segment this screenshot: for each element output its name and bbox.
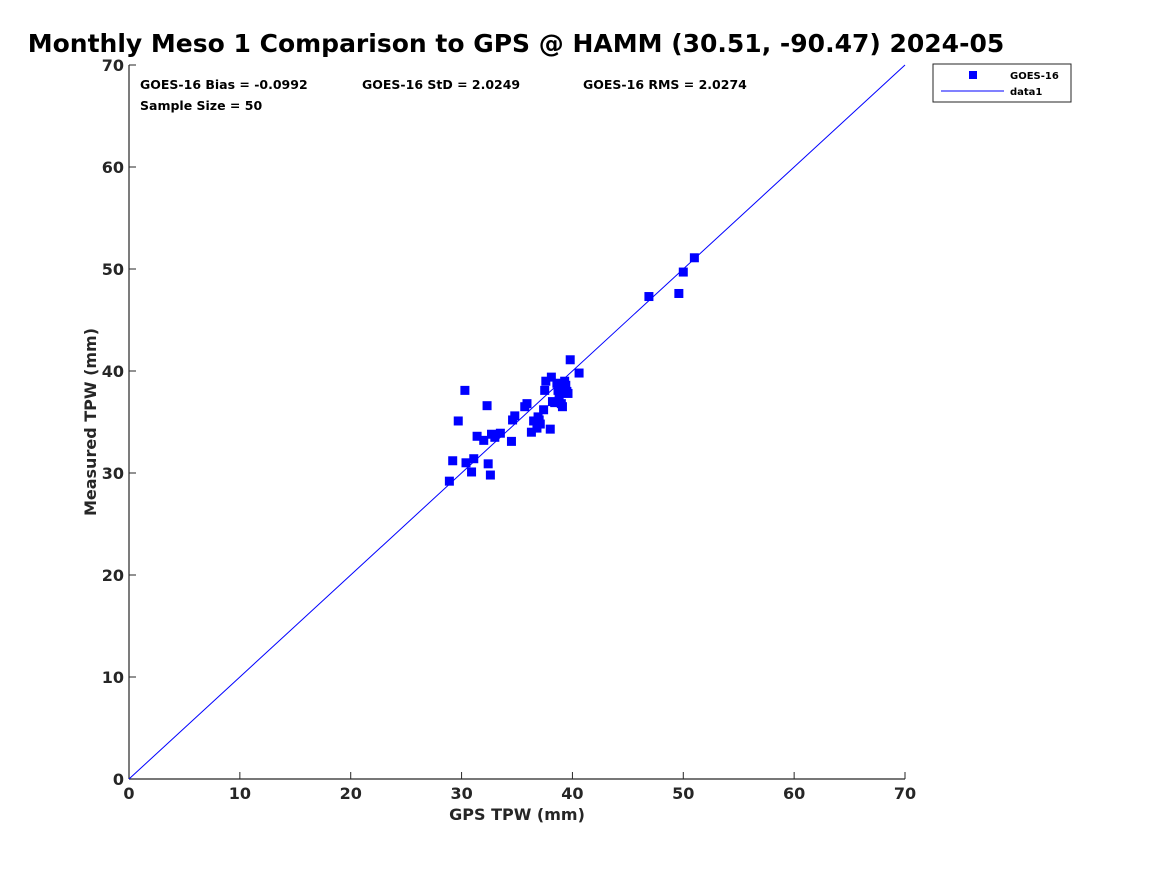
data-point [453,416,463,426]
x-tick-label: 30 [450,784,472,803]
y-axis-label: Measured TPW (mm) [81,328,100,516]
data-point [448,456,458,466]
data-point [545,424,555,434]
y-tick-label: 10 [102,668,124,687]
data-point [485,470,495,480]
data-point [534,415,544,425]
data-point [574,368,584,378]
data-point [444,476,454,486]
stat-std: GOES-16 StD = 2.0249 [362,77,520,92]
data-point [460,385,470,395]
stat-bias: GOES-16 Bias = -0.0992 [140,77,308,92]
y-tick-label: 40 [102,362,124,381]
x-tick-label: 20 [340,784,362,803]
data-point [540,385,550,395]
x-tick-label: 0 [123,784,134,803]
data-point [674,288,684,298]
data-point [526,427,536,437]
legend-label-goes16: GOES-16 [1010,71,1059,82]
data-point [546,372,556,382]
data-point [479,435,489,445]
legend: GOES-16 data1 [932,63,1072,103]
data-point [469,454,479,464]
data-point [461,458,471,468]
y-tick-label: 30 [102,464,124,483]
y-tick-label: 60 [102,158,124,177]
data-point [490,432,500,442]
data-point [522,399,532,409]
data-point [550,398,560,408]
series-layer [128,64,906,780]
y-tick-label: 50 [102,260,124,279]
data-point [510,411,520,421]
stat-rms: GOES-16 RMS = 2.0274 [583,77,747,92]
x-tick-label: 10 [229,784,251,803]
data-point [644,292,654,302]
legend-label-data1: data1 [1010,87,1042,98]
data-point [467,467,477,477]
series-line-data1 [128,64,906,780]
data-point [563,388,573,398]
x-tick-label: 70 [894,784,916,803]
data-point [553,385,563,395]
data-point [561,380,571,390]
data-point [472,431,482,441]
legend-marker-goes16 [969,71,977,79]
y-ticks: 0 10 20 30 40 50 60 70 [102,56,136,789]
data-point [495,428,505,438]
data-point [483,459,493,469]
plot-area: 0 10 20 30 40 50 60 70 0 10 20 30 40 50 60 70 [102,56,916,803]
data-point [565,355,575,365]
y-tick-label: 70 [102,56,124,75]
legend-box [932,63,1072,103]
data-point [678,267,688,277]
x-axis-label: GPS TPW (mm) [449,805,585,824]
x-tick-label: 40 [561,784,583,803]
data-point [557,402,567,412]
y-tick-label: 0 [113,770,124,789]
x-tick-label: 50 [672,784,694,803]
x-ticks: 0 10 20 30 40 50 60 70 [123,772,916,803]
data-point [482,401,492,411]
y-tick-label: 20 [102,566,124,585]
data-point [689,253,699,263]
data-point [539,405,549,415]
chart-title: Monthly Meso 1 Comparison to GPS @ HAMM … [28,29,1005,58]
data-point [552,378,562,388]
x-tick-label: 60 [783,784,805,803]
stat-sample-size: Sample Size = 50 [140,98,262,113]
data-point [506,436,516,446]
data-point [541,376,551,386]
